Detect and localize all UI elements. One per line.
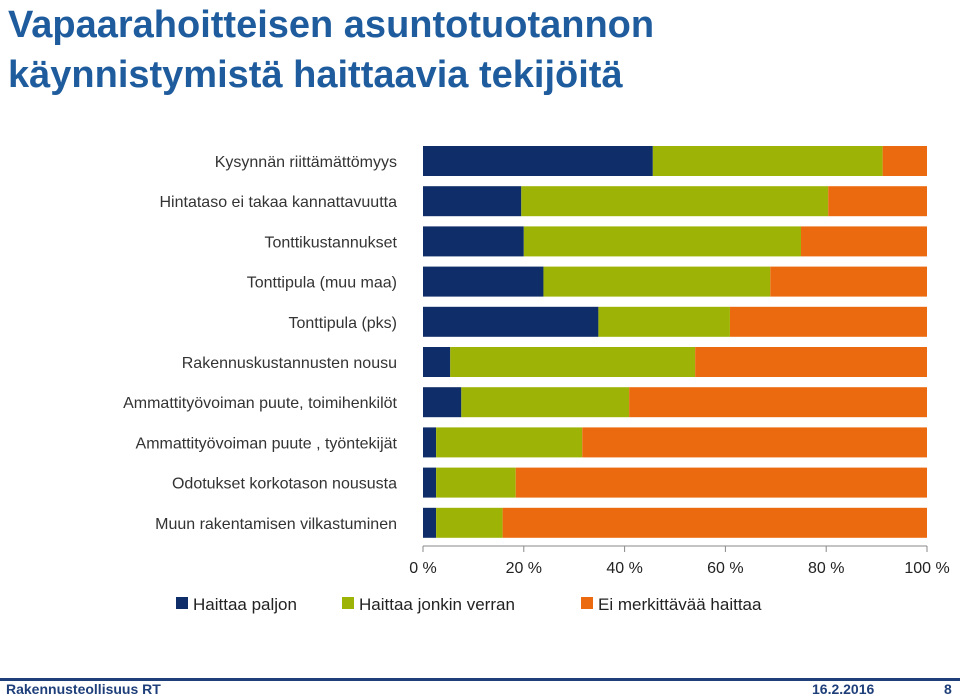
category-label: Muun rakentamisen vilkastuminen xyxy=(155,516,397,533)
bar-2-7 xyxy=(461,387,630,418)
page-title: Vapaarahoitteisen asuntotuotannon käynni… xyxy=(8,0,948,100)
bar-2-1 xyxy=(652,146,883,176)
bar-2-6 xyxy=(450,347,696,377)
category-label: Hintataso ei takaa kannattavuutta xyxy=(160,194,398,211)
category-label: Ammattityövoiman puute, toimihenkilöt xyxy=(123,395,397,412)
bar-2-9 xyxy=(436,467,516,498)
bar-1-1 xyxy=(423,146,653,176)
category-label: Tonttikustannukset xyxy=(264,234,397,251)
bar-1-10 xyxy=(423,507,437,538)
x-tick-label: 80 % xyxy=(808,560,844,577)
bar-1-3 xyxy=(423,226,524,257)
bar-3-5 xyxy=(729,306,927,337)
bar-2-3 xyxy=(523,226,801,257)
x-tick-label: 60 % xyxy=(707,560,743,577)
category-label: Kysynnän riittämättömyys xyxy=(215,154,397,171)
legend-label-1: Haittaa paljon xyxy=(193,595,297,614)
bar-3-8 xyxy=(582,427,927,458)
bar-1-2 xyxy=(423,186,522,217)
bar-2-4 xyxy=(543,266,771,297)
bar-1-4 xyxy=(423,266,544,297)
category-label: Tonttipula (muu maa) xyxy=(247,275,397,292)
legend-label-2: Haittaa jonkin verran xyxy=(359,595,515,614)
x-tick-label: 20 % xyxy=(506,560,542,577)
bar-2-2 xyxy=(521,186,829,217)
category-label: Ammattityövoiman puute , työntekijät xyxy=(136,435,398,452)
footer-date: 16.2.2016 xyxy=(812,681,875,697)
bar-3-10 xyxy=(502,507,927,538)
legend-swatch-2 xyxy=(342,597,354,609)
bar-3-9 xyxy=(515,467,927,498)
legend-swatch-1 xyxy=(176,597,188,609)
bar-3-1 xyxy=(882,146,927,176)
page-title-line-2: käynnistymistä haittaavia tekijöitä xyxy=(8,54,623,96)
page-title-line-1: Vapaarahoitteisen asuntotuotannon xyxy=(8,4,655,46)
x-tick-label: 40 % xyxy=(606,560,642,577)
bar-3-4 xyxy=(770,266,927,297)
category-label: Odotukset korkotason noususta xyxy=(172,476,397,493)
bar-3-6 xyxy=(695,347,927,377)
bar-2-8 xyxy=(436,427,583,458)
footer-divider xyxy=(0,678,960,681)
bar-1-5 xyxy=(423,306,599,337)
bar-1-6 xyxy=(423,347,451,377)
bar-1-8 xyxy=(423,427,437,458)
category-label: Rakennuskustannusten nousu xyxy=(182,355,397,372)
category-label: Tonttipula (pks) xyxy=(289,315,398,332)
footer-page-number: 8 xyxy=(944,681,952,697)
bar-1-9 xyxy=(423,467,437,498)
x-tick-label: 100 % xyxy=(904,560,949,577)
x-tick-label: 0 % xyxy=(409,560,437,577)
bar-1-7 xyxy=(423,387,462,418)
bar-2-10 xyxy=(436,507,503,538)
bar-3-7 xyxy=(629,387,927,418)
bar-3-3 xyxy=(801,226,927,257)
footer-organization: Rakennusteollisuus RT xyxy=(6,681,161,697)
legend-label-3: Ei merkittävää haittaa xyxy=(598,595,762,614)
legend-swatch-3 xyxy=(581,597,593,609)
bar-2-5 xyxy=(598,306,730,337)
bar-3-2 xyxy=(828,186,927,217)
